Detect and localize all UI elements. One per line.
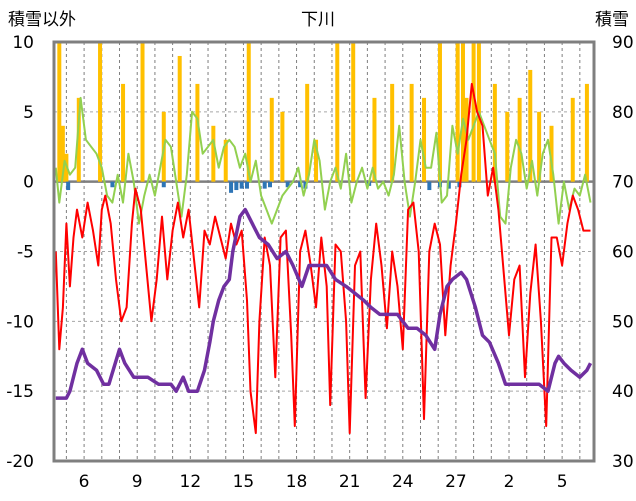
y-left-tick-label: -10 bbox=[6, 312, 34, 332]
precip-bar bbox=[446, 181, 451, 189]
snowfall-bar bbox=[280, 111, 285, 182]
snowfall-bar bbox=[140, 42, 145, 182]
precip-bar bbox=[427, 181, 432, 191]
snowfall-bar bbox=[372, 97, 377, 182]
y-left-tick-label: -5 bbox=[17, 243, 34, 263]
line-series bbox=[54, 82, 593, 435]
snowfall-bar bbox=[409, 83, 414, 182]
precip-bar bbox=[239, 181, 244, 189]
precip-bar bbox=[268, 181, 272, 188]
y-right-tick-label: 60 bbox=[612, 243, 634, 263]
y-right-tick-label: 70 bbox=[612, 173, 634, 193]
chart-title: 下川 bbox=[301, 10, 335, 30]
temperature-line bbox=[54, 82, 591, 435]
snowfall-bar bbox=[471, 42, 476, 182]
plot-frame bbox=[52, 40, 596, 463]
snowfall-bar bbox=[76, 97, 81, 182]
snowfall-bar bbox=[437, 42, 442, 182]
y-left-tick-label: -15 bbox=[6, 382, 34, 402]
snowfall-bar bbox=[570, 97, 575, 182]
precip-bar bbox=[229, 181, 234, 193]
snowfall-bar bbox=[57, 42, 62, 182]
y-left-tick-label: 5 bbox=[23, 103, 34, 123]
snowfall-bar bbox=[460, 42, 465, 182]
snowfall-bar bbox=[223, 139, 228, 182]
snowfall-bar bbox=[121, 83, 126, 182]
y-right-tick-label: 40 bbox=[612, 382, 634, 402]
snowfall-bar bbox=[455, 42, 460, 182]
grid-lines bbox=[54, 41, 594, 462]
snowfall-bar bbox=[177, 55, 182, 182]
snowfall-bar bbox=[422, 97, 427, 182]
y-left-tick-label: -20 bbox=[6, 452, 34, 472]
precip-bar bbox=[161, 181, 166, 188]
snowfall-bar bbox=[528, 69, 533, 182]
precip-bar bbox=[66, 181, 71, 191]
y-right-tick-label: 90 bbox=[612, 33, 634, 53]
x-tick-label: 24 bbox=[392, 472, 414, 492]
y-left-tick-label: 0 bbox=[23, 173, 34, 193]
snowfall-bar bbox=[246, 42, 251, 182]
right-axis-title: 積雪 bbox=[595, 10, 629, 30]
snowfall-bar bbox=[211, 125, 216, 182]
tick-labels: 10 90 5 80 0 70 -5 60 -10 50 -15 40 -20 30 6 9 12 15 18 21 2… bbox=[6, 33, 633, 492]
snowfall-bar bbox=[351, 42, 356, 182]
x-tick-label: 15 bbox=[233, 472, 255, 492]
snowfall-bar bbox=[98, 42, 103, 182]
x-tick-label: 18 bbox=[286, 472, 308, 492]
snowfall-bar bbox=[549, 125, 554, 182]
precip-bar bbox=[234, 181, 239, 191]
snowfall-bar bbox=[305, 83, 310, 182]
x-tick-label: 2 bbox=[504, 472, 515, 492]
x-tick-label: 6 bbox=[79, 472, 90, 492]
precip-bar bbox=[262, 181, 267, 189]
snowfall-bar bbox=[537, 111, 542, 182]
y-right-tick-label: 50 bbox=[612, 312, 634, 332]
snowfall-bar bbox=[584, 83, 589, 182]
snowfall-bar bbox=[492, 83, 497, 182]
snowfall-bar bbox=[335, 42, 340, 182]
snowfall-bar bbox=[390, 83, 395, 182]
x-tick-label: 12 bbox=[180, 472, 202, 492]
snowfall-bar bbox=[517, 97, 522, 182]
left-axis-title: 積雪以外 bbox=[8, 10, 76, 30]
x-tick-label: 21 bbox=[339, 472, 361, 492]
x-tick-label: 5 bbox=[557, 472, 568, 492]
y-right-tick-label: 80 bbox=[612, 103, 634, 123]
snowfall-bar bbox=[505, 111, 510, 182]
precip-bar bbox=[110, 181, 115, 188]
x-tick-label: 9 bbox=[132, 472, 143, 492]
precip-bar bbox=[244, 181, 249, 189]
y-right-tick-label: 30 bbox=[612, 452, 634, 472]
precip-bar bbox=[285, 181, 290, 188]
bar-series bbox=[57, 42, 589, 193]
precip-bar bbox=[298, 181, 303, 188]
snowfall-bar bbox=[269, 97, 274, 182]
x-tick-label: 27 bbox=[445, 472, 467, 492]
y-left-tick-label: 10 bbox=[12, 33, 34, 53]
snowfall-bar bbox=[60, 125, 65, 182]
snow-depth-line bbox=[55, 207, 593, 400]
snowfall-bar bbox=[195, 83, 200, 182]
snowfall-bar bbox=[314, 139, 319, 182]
wind-line bbox=[54, 96, 592, 225]
